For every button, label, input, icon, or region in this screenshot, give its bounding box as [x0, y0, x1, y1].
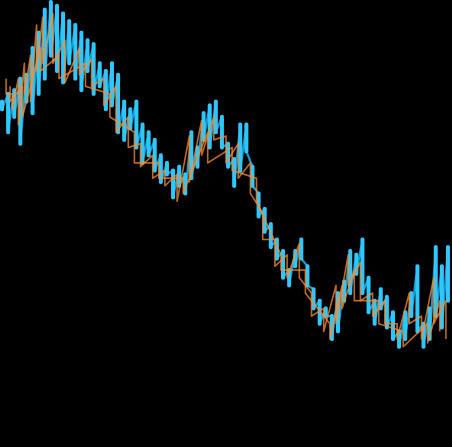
series-cyan	[0, 0, 450, 349]
series-red	[8, 46, 442, 349]
